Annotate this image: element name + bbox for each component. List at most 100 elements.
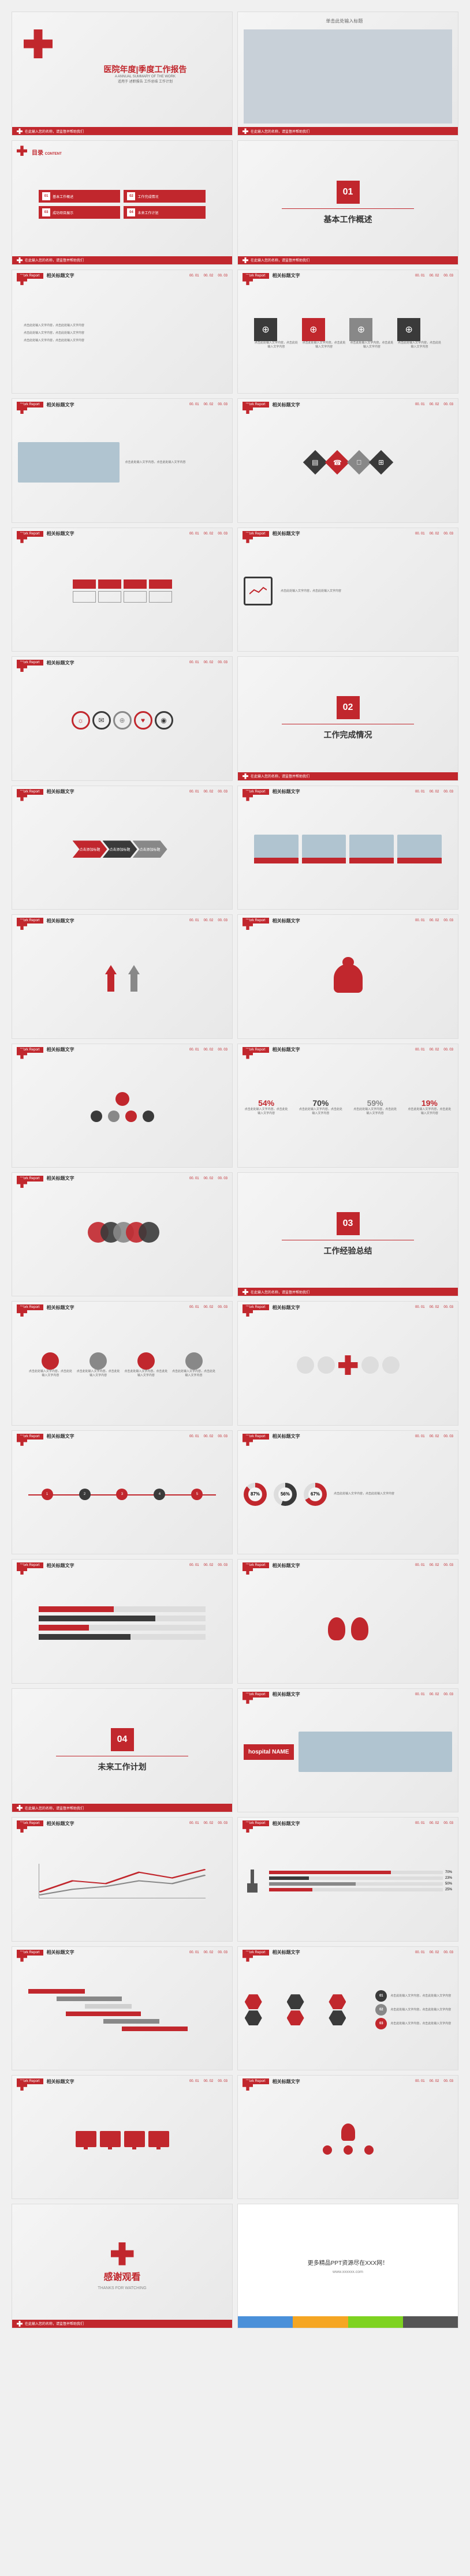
lungs-icon: [325, 1606, 371, 1640]
globe-icon: ⊕: [302, 318, 325, 341]
slide-section-2: 02 工作完成情况 在此输入您的名称，请监督并帮助我们: [237, 656, 458, 780]
section-number: 01: [337, 181, 360, 204]
slide-percentages: Work Report相关标题文字00. 0100. 0200. 03 54%点…: [237, 1044, 458, 1168]
timeline-node: 1: [42, 1489, 53, 1500]
image-placeholder: [349, 835, 394, 858]
globe-icon: ⊕: [254, 318, 277, 341]
slide-section-1: 01 基本工作概述 在此输入您的名称，请监督并帮助我们: [237, 140, 458, 264]
slide-cross-circles: Work Report相关标题文字00. 0100. 0200. 03: [237, 1301, 458, 1425]
slide-up-arrows: Work Report相关标题文字00. 0100. 0200. 03: [12, 914, 233, 1038]
toc-item[interactable]: 03成功项目展示: [39, 206, 120, 219]
donut-chart: 67%: [304, 1483, 327, 1506]
slide-linechart: Work Report相关标题文字00. 0100. 0200. 03: [12, 1817, 233, 1941]
node-icon: [115, 1092, 129, 1106]
arrow-step: 点击添加标题: [133, 840, 167, 858]
hex-grid: [245, 1994, 370, 2025]
node-icon: [143, 1111, 154, 1122]
gantt-chart: [28, 1988, 216, 2032]
hospital-label: hospital NAME: [244, 1744, 294, 1760]
donut-chart: 87%: [244, 1483, 267, 1506]
image-placeholder: [244, 29, 452, 124]
toc-item[interactable]: 02工作完成情况: [124, 190, 205, 203]
toc-item[interactable]: 01基本工作概述: [39, 190, 120, 203]
timeline-node: 5: [191, 1489, 203, 1500]
dot-icon: [344, 2145, 353, 2155]
slide-ring-circles: Work Report相关标题文字00. 0100. 0200. 03 ☼ ✉ …: [12, 656, 233, 780]
monitor-icon: [100, 2131, 121, 2147]
slide-cover: 医院年度|季度工作报告 A ANNUAL SUMMARY OF THE WORK…: [12, 12, 233, 136]
microscope-icon: [244, 1870, 261, 1893]
slide-venn: Work Report相关标题文字00. 0100. 0200. 03: [12, 1172, 233, 1296]
ring-icon: ✉: [92, 711, 111, 730]
input-prompt: 单击此处输入标题: [326, 18, 363, 24]
timeline-node: 3: [116, 1489, 128, 1500]
slide-flowchart: Work Report相关标题文字00. 0100. 0200. 03: [12, 528, 233, 652]
venn-circle: [139, 1222, 159, 1243]
toc-item[interactable]: 04未来工作计划: [124, 206, 205, 219]
person-icon: [334, 964, 363, 993]
avatar-icon: [185, 1352, 203, 1370]
donut-chart: 56%: [274, 1483, 297, 1506]
slide-toc: 目录 CONTENT 01基本工作概述 02工作完成情况 03成功项目展示 04…: [12, 140, 233, 264]
slide-screens: Work Report相关标题文字00. 0100. 0200. 03: [12, 2075, 233, 2199]
globe-icon: ⊕: [397, 318, 420, 341]
monitor-icon: [76, 2131, 96, 2147]
icon-boxes: ⊕点击此处输入文字内容，点击此处输入文字内容 ⊕点击此处输入文字内容，点击此处输…: [254, 318, 442, 349]
up-arrow-icon: [128, 965, 140, 974]
slide-diamonds: Work Report相关标题文字00. 0100. 0200. 03 ▤ ☎ …: [237, 398, 458, 522]
slide-people: Work Report相关标题文字00. 0100. 0200. 03 点击此处…: [12, 1301, 233, 1425]
slide-microscope: Work Report相关标题文字00. 0100. 0200. 03 70% …: [237, 1817, 458, 1941]
node-icon: [91, 1111, 102, 1122]
slide-gantt: Work Report相关标题文字00. 0100. 0200. 03: [12, 1946, 233, 2070]
dot-icon: [364, 2145, 374, 2155]
toc-grid: 01基本工作概述 02工作完成情况 03成功项目展示 04未来工作计划: [39, 190, 206, 219]
cross-icon: [338, 1355, 358, 1375]
arrow-step: 点击添加标题: [103, 840, 137, 858]
diamond-icon: ☎: [324, 450, 349, 474]
slide-hospital: Work Report相关标题文字00. 0100. 0200. 03 hosp…: [237, 1688, 458, 1812]
cross-icon: [17, 128, 23, 134]
image-placeholder: [18, 442, 120, 483]
slide-grid: 医院年度|季度工作报告 A ANNUAL SUMMARY OF THE WORK…: [12, 12, 458, 2328]
avatar-icon: [89, 1352, 107, 1370]
hex-icon: [287, 2010, 304, 2025]
promo-text: 更多精品PPT资源尽在XXX网！: [308, 2258, 388, 2267]
thanks-en: THANKS FOR WATCHING: [98, 2286, 146, 2290]
hex-icon: [329, 2010, 346, 2025]
image-placeholder: [254, 835, 299, 858]
section-title: 基本工作概述: [324, 214, 372, 225]
diamond-icon: □: [346, 450, 371, 474]
step-list: 01点击此处输入文字内容，点击此处输入文字内容 02点击此处输入文字内容，点击此…: [375, 1990, 451, 2029]
hex-icon: [245, 1994, 262, 2009]
slide-text: Work Report相关标题文字00. 0100. 0200. 03 点击此处…: [12, 270, 233, 394]
line-chart: [39, 1864, 206, 1898]
bulb-icon: [341, 2123, 355, 2141]
globe-icon: ⊕: [349, 318, 372, 341]
slide-org-circles: Work Report相关标题文字00. 0100. 0200. 03: [12, 1044, 233, 1168]
diamond-icon: ⊞: [368, 450, 393, 474]
photo-circle: [297, 1356, 314, 1374]
cover-sub2: 适用于 述职报告 工作总结 工作计划: [104, 78, 187, 84]
photo-circle: [318, 1356, 335, 1374]
timeline: 1 2 3 4 5: [28, 1489, 216, 1500]
slide-promo: 更多精品PPT资源尽在XXX网！ www.xxxxxx.com: [237, 2204, 458, 2328]
slide-timeline: Work Report相关标题文字00. 0100. 0200. 03 1 2 …: [12, 1430, 233, 1554]
up-arrow-icon: [105, 965, 117, 974]
ring-icon: ◉: [155, 711, 173, 730]
node-icon: [125, 1111, 137, 1122]
arrow-step: 点击添加标题: [73, 840, 107, 858]
promo-url: www.xxxxxx.com: [333, 2270, 363, 2274]
monitor-icon: [148, 2131, 169, 2147]
slide-donuts: Work Report相关标题文字00. 0100. 0200. 03 87% …: [237, 1430, 458, 1554]
slide-hexagons: Work Report相关标题文字00. 0100. 0200. 03 01点击…: [237, 1946, 458, 2070]
slide-arrows: Work Report相关标题文字00. 0100. 0200. 03 点击添加…: [12, 786, 233, 910]
cross-icon: [111, 2242, 134, 2265]
slide-chart-icon: Work Report相关标题文字00. 0100. 0200. 03 点击此处…: [237, 528, 458, 652]
slide-title-input: 单击此处输入标题 在此输入您的名称，请监督并帮助我们: [237, 12, 458, 136]
image-placeholder: [299, 1732, 452, 1772]
node-icon: [108, 1111, 120, 1122]
hex-icon: [329, 1994, 346, 2009]
ring-icon: ☼: [72, 711, 90, 730]
slide-lungs: Work Report相关标题文字00. 0100. 0200. 03: [237, 1559, 458, 1683]
avatar-icon: [137, 1352, 155, 1370]
